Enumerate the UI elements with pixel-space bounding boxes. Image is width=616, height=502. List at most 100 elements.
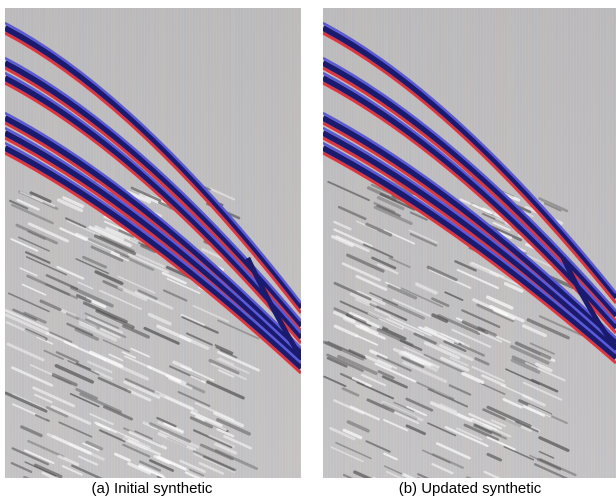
reflection-streak	[165, 374, 182, 384]
reflection-streak	[459, 198, 493, 215]
reflection-streak	[356, 290, 386, 306]
reflection-streak	[403, 346, 431, 360]
reflection-streak	[538, 197, 569, 213]
wavefront	[5, 126, 301, 356]
reflection-streak	[117, 285, 148, 302]
reflection-streak	[437, 314, 481, 335]
reflection-streak	[45, 283, 78, 300]
reflection-streak	[431, 462, 454, 475]
wavefront	[5, 81, 301, 344]
reflection-streak	[149, 422, 192, 444]
reflection-streak	[217, 369, 235, 378]
reflection-streak	[216, 428, 235, 438]
wavefront	[5, 25, 301, 310]
reflection-streak	[123, 435, 151, 449]
reflection-streak	[16, 198, 40, 211]
reflection-streak	[61, 465, 83, 476]
reflection-streak	[405, 397, 434, 412]
reflection-streak	[32, 386, 76, 408]
reflection-streak	[127, 461, 152, 475]
reflection-streak	[435, 442, 471, 460]
wavefront	[323, 60, 616, 318]
reflection-streak	[97, 376, 132, 394]
reflection-streak	[56, 265, 85, 280]
reflection-streak	[210, 362, 247, 381]
reflection-streak	[34, 414, 50, 422]
reflection-streak	[62, 196, 85, 208]
reflection-streak	[6, 342, 45, 362]
reflection-streak	[23, 311, 47, 324]
reflection-streak	[365, 440, 391, 453]
reflection-streak	[193, 429, 233, 449]
reflection-streak	[75, 232, 115, 253]
reflection-streak	[341, 387, 360, 397]
reflection-streak	[431, 297, 450, 307]
reflection-streak	[139, 460, 162, 472]
reflection-streak	[190, 410, 223, 427]
reflection-streak	[424, 326, 460, 344]
reflection-streak	[96, 423, 111, 431]
reflection-streak	[361, 373, 387, 387]
reflection-streak	[57, 454, 80, 466]
reflection-streak	[166, 436, 188, 448]
reflection-streak	[156, 324, 192, 343]
reflection-streak	[409, 211, 428, 221]
reflection-streak	[56, 198, 84, 213]
reflection-streak	[5, 321, 46, 341]
reflection-streak	[502, 398, 523, 409]
reflection-streak	[483, 470, 501, 478]
reflection-streak	[181, 315, 219, 334]
reflection-streak	[87, 360, 113, 374]
reflection-streak	[27, 230, 46, 240]
reflection-streak	[88, 237, 130, 258]
reflection-streak	[79, 392, 122, 414]
reflection-streak	[449, 356, 469, 367]
reflection-streak	[456, 268, 499, 290]
wavefront	[5, 151, 301, 375]
reflection-streak	[489, 271, 525, 289]
reflection-streak	[24, 449, 55, 465]
reflection-streak	[117, 275, 156, 294]
reflection-streak	[162, 289, 188, 302]
reflection-streak	[353, 470, 373, 478]
reflection-streak	[25, 256, 68, 276]
reflection-streak	[440, 332, 465, 345]
reflection-streak	[67, 442, 105, 461]
reflection-streak	[374, 308, 391, 317]
reflection-streak	[538, 450, 555, 459]
reflection-streak	[448, 384, 472, 396]
reflection-streak	[426, 265, 458, 282]
reflection-streak	[444, 291, 464, 301]
reflection-streak	[474, 357, 490, 366]
reflection-streak	[348, 311, 383, 329]
reflection-streak	[25, 251, 51, 264]
reflection-streak	[122, 351, 137, 359]
reflection-streak	[524, 362, 566, 382]
reflection-streak	[479, 382, 506, 395]
reflection-streak	[427, 388, 469, 408]
reflection-streak	[386, 470, 403, 478]
wavefront	[323, 31, 616, 304]
reflection-streak	[381, 400, 424, 422]
reflection-streak	[134, 290, 174, 310]
reflection-streak	[102, 405, 134, 421]
wavefront	[560, 256, 616, 350]
reflection-streak	[382, 298, 425, 320]
reflection-streak	[346, 420, 370, 433]
reflection-streak	[51, 373, 78, 387]
reflection-streak	[88, 350, 124, 368]
wavefront	[323, 56, 616, 312]
reflection-streak	[400, 350, 434, 367]
reflection-streak	[137, 465, 168, 478]
reflection-streak	[491, 419, 506, 428]
wavefront	[323, 81, 616, 335]
reflection-streak	[98, 429, 126, 443]
reflection-streak	[471, 365, 505, 382]
reflection-streak	[333, 220, 352, 231]
reflection-streak	[443, 340, 467, 353]
reflection-streak	[216, 418, 251, 436]
reflection-streak	[110, 251, 130, 262]
reflection-streak	[90, 245, 124, 262]
reflection-streak	[355, 324, 386, 340]
reflection-streak	[409, 233, 438, 247]
